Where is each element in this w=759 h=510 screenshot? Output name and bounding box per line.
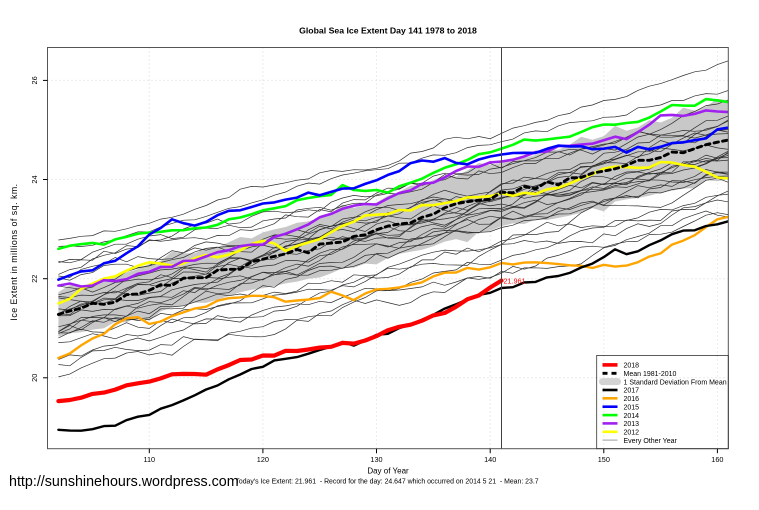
svg-text:1 Standard Deviation From Mean: 1 Standard Deviation From Mean xyxy=(624,379,727,386)
svg-text:150: 150 xyxy=(598,455,610,464)
svg-text:140: 140 xyxy=(484,455,496,464)
svg-text:Global Sea Ice Extent Day 141: Global Sea Ice Extent Day 141 1978 to 20… xyxy=(299,26,477,36)
svg-text:Ice Extent in millions of sq.: Ice Extent in millions of sq. km. xyxy=(9,183,19,320)
svg-text:120: 120 xyxy=(257,455,269,464)
svg-text:2013: 2013 xyxy=(624,421,640,428)
svg-text:Today's Ice Extent: 21.961 -: Today's Ice Extent: 21.961 - Record for … xyxy=(235,479,538,486)
svg-text:110: 110 xyxy=(143,455,155,464)
svg-text:21.961: 21.961 xyxy=(504,277,526,286)
svg-text:26: 26 xyxy=(30,76,39,84)
svg-text:2015: 2015 xyxy=(624,404,640,411)
svg-text:2017: 2017 xyxy=(624,388,640,395)
svg-text:2012: 2012 xyxy=(624,430,640,437)
svg-text:130: 130 xyxy=(370,455,382,464)
svg-text:24: 24 xyxy=(30,175,39,183)
svg-text:22: 22 xyxy=(30,275,39,283)
svg-text:Every Other Year: Every Other Year xyxy=(624,438,678,445)
svg-text:2018: 2018 xyxy=(624,363,640,370)
svg-text:Day of Year: Day of Year xyxy=(367,467,409,476)
svg-text:http://sunshinehours.wordpress: http://sunshinehours.wordpress.com xyxy=(9,474,239,490)
svg-text:20: 20 xyxy=(30,374,39,382)
svg-text:160: 160 xyxy=(711,455,723,464)
svg-text:Mean 1981-2010: Mean 1981-2010 xyxy=(624,371,677,378)
svg-text:2014: 2014 xyxy=(624,413,640,420)
svg-text:2016: 2016 xyxy=(624,396,640,403)
